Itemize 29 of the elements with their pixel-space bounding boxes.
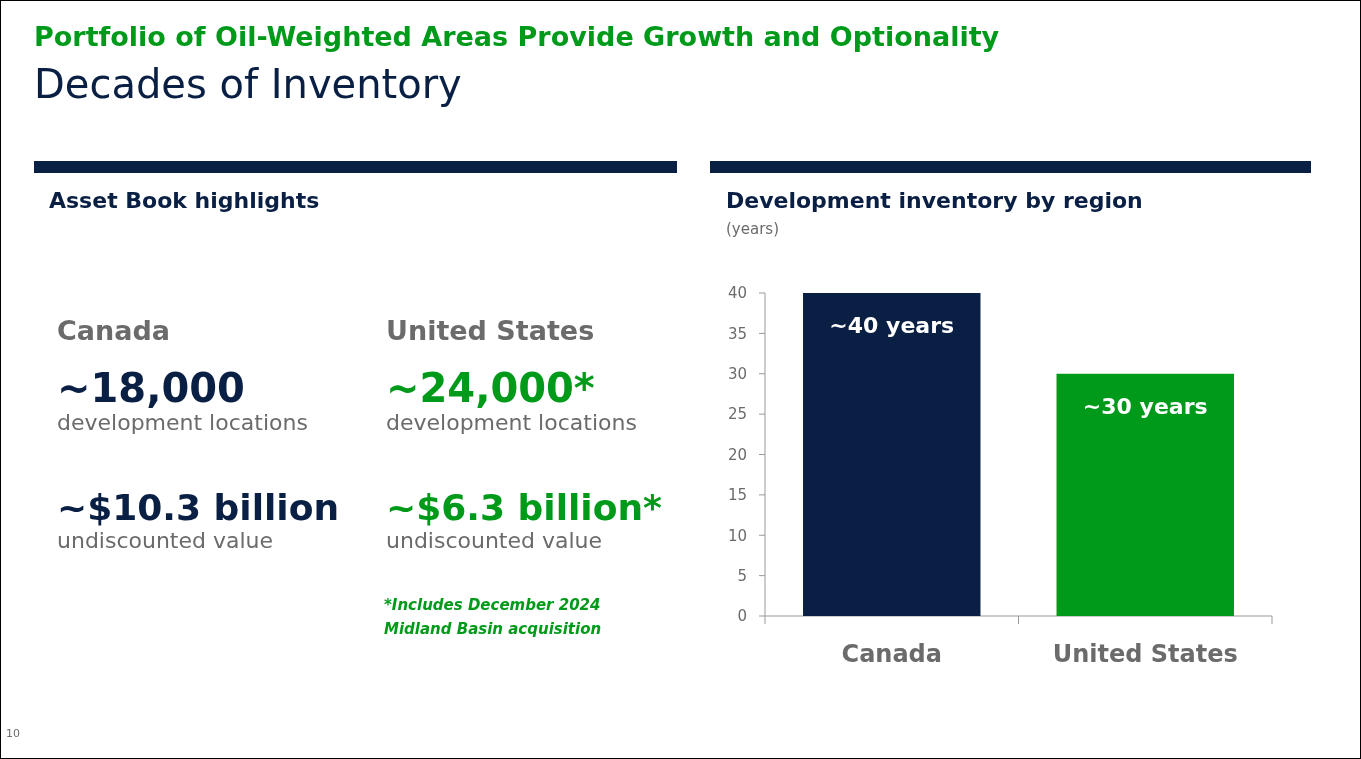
- y-tick-label: 20: [727, 445, 747, 464]
- chart-title: Development inventory by region: [726, 188, 1143, 213]
- y-tick-label: 5: [737, 566, 747, 585]
- chart-subtitle: (years): [726, 220, 779, 238]
- text: *Includes December 2024: [384, 596, 601, 614]
- text: undiscounted value: [57, 528, 274, 553]
- text: ~24,000*: [386, 365, 595, 411]
- text: Canada: [57, 315, 171, 346]
- text: development locations: [57, 410, 308, 435]
- y-tick-label: 40: [727, 284, 747, 303]
- data-label: ~40 years: [829, 313, 955, 338]
- y-tick-label: 0: [737, 607, 747, 626]
- text: 10: [6, 727, 20, 740]
- text: United States: [386, 315, 595, 346]
- text: Midland Basin acquisition: [384, 620, 602, 638]
- y-tick-label: 35: [727, 324, 747, 343]
- text: Asset Book highlights: [49, 188, 320, 213]
- text: Portfolio of Oil-Weighted Areas Provide Growth and Optionality: [34, 21, 1000, 52]
- y-tick-label: 10: [727, 526, 747, 545]
- text: ~$10.3 billion: [57, 487, 340, 528]
- y-tick-label: 30: [727, 365, 747, 383]
- text: ~18,000: [57, 365, 245, 411]
- y-tick-label: 15: [727, 486, 747, 505]
- text: ~$6.3 billion*: [386, 487, 663, 528]
- text: Decades of Inventory: [34, 61, 462, 107]
- text: development locations: [386, 410, 637, 435]
- text: undiscounted value: [386, 528, 603, 553]
- y-tick-label: 25: [727, 405, 747, 424]
- data-label: ~30 years: [1082, 393, 1208, 419]
